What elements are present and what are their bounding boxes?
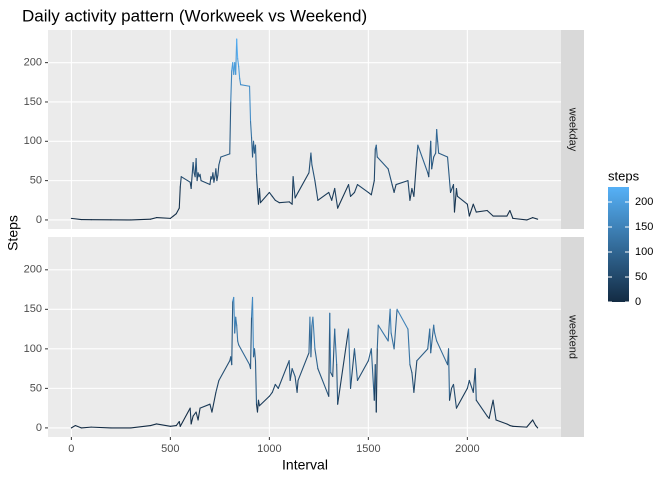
colorbar: [608, 187, 629, 302]
panel-background: [48, 30, 561, 229]
x-axis-title: Interval: [282, 457, 328, 473]
colorbar-label: 200: [635, 196, 653, 208]
y-tick-label: 100: [24, 135, 42, 147]
colorbar-label: 0: [635, 296, 641, 308]
y-tick-label: 200: [24, 57, 42, 69]
facet-label: weekday: [567, 107, 579, 152]
line-segment: [157, 218, 171, 219]
x-tick-label: 0: [68, 443, 74, 455]
y-tick-label: 100: [24, 343, 42, 355]
y-axis-title: Steps: [5, 215, 21, 251]
panel-background: [48, 237, 561, 437]
y-tick-label: 50: [30, 175, 42, 187]
line-segment: [279, 202, 289, 203]
y-tick-label: 50: [30, 382, 42, 394]
x-tick-label: 500: [161, 443, 179, 455]
y-tick-label: 0: [36, 214, 42, 226]
colorbar-label: 50: [635, 271, 647, 283]
x-tick-label: 1000: [257, 443, 281, 455]
legend-title: steps: [608, 168, 640, 183]
y-tick-label: 150: [24, 303, 42, 315]
y-tick-label: 150: [24, 96, 42, 108]
colorbar-label: 100: [635, 246, 653, 258]
facet-label: weekend: [567, 314, 579, 359]
chart-title: Daily activity pattern (Workweek vs Week…: [22, 6, 367, 25]
x-tick-label: 2000: [455, 443, 479, 455]
line-segment: [170, 426, 176, 427]
y-tick-label: 200: [24, 264, 42, 276]
x-tick-label: 1500: [356, 443, 380, 455]
colorbar-label: 150: [635, 221, 653, 233]
y-tick-label: 0: [36, 422, 42, 434]
